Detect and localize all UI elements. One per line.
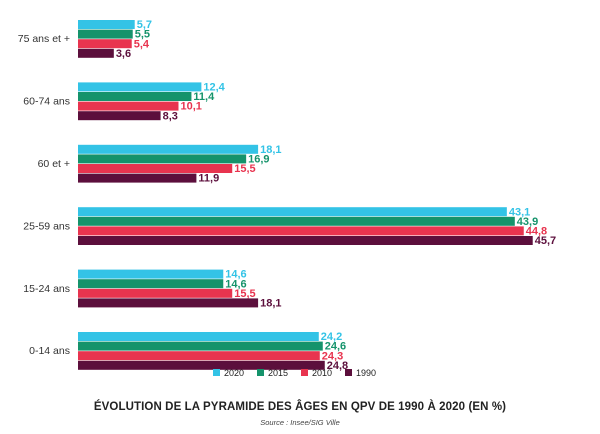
data-label: 5,5 [135,29,150,41]
bar-2015 [78,92,192,101]
legend-label: 1990 [356,368,376,378]
data-label: 11,9 [198,173,219,185]
bar-1990 [78,173,197,183]
category-group: 60-74 ans 12,411,410,18,3 [23,82,225,123]
data-label: 18,1 [260,144,281,156]
data-label: 14,6 [225,278,246,290]
bar-2010 [78,39,132,49]
data-label: 15,5 [234,163,255,175]
bar-2015 [78,29,133,39]
legend-swatch [257,369,264,376]
legend-item-1990: 1990 [345,368,376,378]
category-label: 60-74 ans [23,96,70,108]
bar-1990 [78,298,259,308]
bar-2010 [78,164,233,173]
data-label: 11,4 [193,91,215,103]
data-label: 24,8 [327,360,348,372]
data-label: 5,7 [137,19,152,31]
category-label: 25-59 ans [23,220,70,232]
data-label: 24,6 [325,341,346,353]
category-label: 15-24 ans [23,283,70,295]
bar-2010 [78,226,524,236]
bar-2015 [78,279,224,289]
data-label: 14,6 [225,269,246,281]
category-group: 0-14 ans 24,224,624,324,8 [29,331,348,372]
data-label: 10,1 [180,101,201,113]
plot-area: 75 ans et + 5,75,55,43,6 60-74 ans 12,411,4… [18,19,556,372]
legend-item-2020: 2020 [213,368,244,378]
data-label: 16,9 [248,154,269,166]
category-group: 75 ans et + 5,75,55,43,6 [18,19,152,60]
category-group: 25-59 ans 43,143,944,845,7 [23,206,556,247]
data-label: 44,8 [526,226,547,238]
legend-label: 2020 [224,368,244,378]
bar-2020 [78,82,202,92]
bar-2010 [78,351,320,361]
data-label: 24,2 [321,331,342,343]
legend: 2020 2015 2010 1990 [213,368,376,378]
legend-swatch [301,369,308,376]
data-label: 24,3 [322,350,343,362]
data-label: 3,6 [116,48,131,60]
bar-2010 [78,288,233,298]
bar-2020 [78,332,319,341]
data-label: 43,1 [509,206,530,218]
bar-1990 [78,111,161,121]
legend-item-2010: 2010 [301,368,332,378]
data-label: 18,1 [260,298,281,310]
data-label: 8,3 [163,110,178,122]
data-label: 15,5 [234,288,255,300]
bar-2015 [78,216,515,226]
bar-2020 [78,20,135,29]
legend-swatch [345,369,352,376]
bar-1990 [78,48,114,58]
legend-item-2015: 2015 [257,368,288,378]
legend-label: 2010 [312,368,332,378]
bar-1990 [78,236,533,245]
chart-title: ÉVOLUTION DE LA PYRAMIDE DES ÂGES EN QPV… [93,401,507,413]
category-label: 75 ans et + [18,33,70,45]
data-label: 5,4 [134,38,150,50]
bar-2020 [78,207,507,217]
data-label: 43,9 [517,216,538,228]
bar-2015 [78,154,247,164]
bar-2010 [78,101,179,111]
category-group: 60 et + 18,116,915,5 11,9 [38,144,282,185]
category-label: 0-14 ans [29,345,70,357]
bar-2015 [78,341,323,351]
category-label: 60 et + [38,158,70,170]
chart-source: Source : Insee/SIG Ville [260,418,340,427]
legend-label: 2015 [268,368,288,378]
bar-2020 [78,269,224,279]
legend-swatch [213,369,220,376]
bar-2020 [78,144,259,154]
data-label: 12,4 [203,82,225,94]
bar-1990 [78,360,325,370]
data-label: 45,7 [535,235,556,247]
